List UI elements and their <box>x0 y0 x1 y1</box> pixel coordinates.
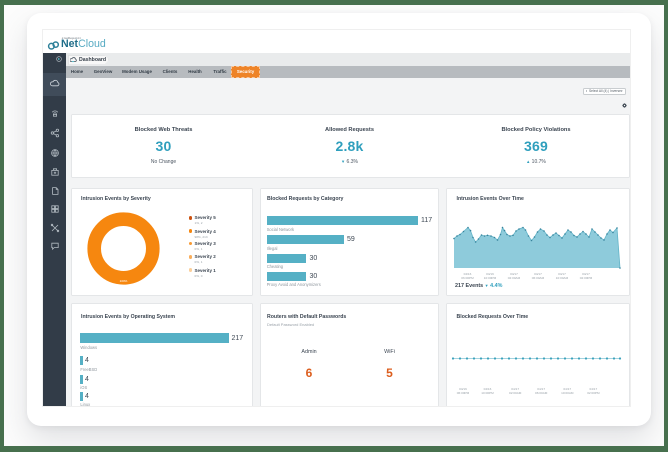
svg-text:100%: 100% <box>119 279 127 283</box>
